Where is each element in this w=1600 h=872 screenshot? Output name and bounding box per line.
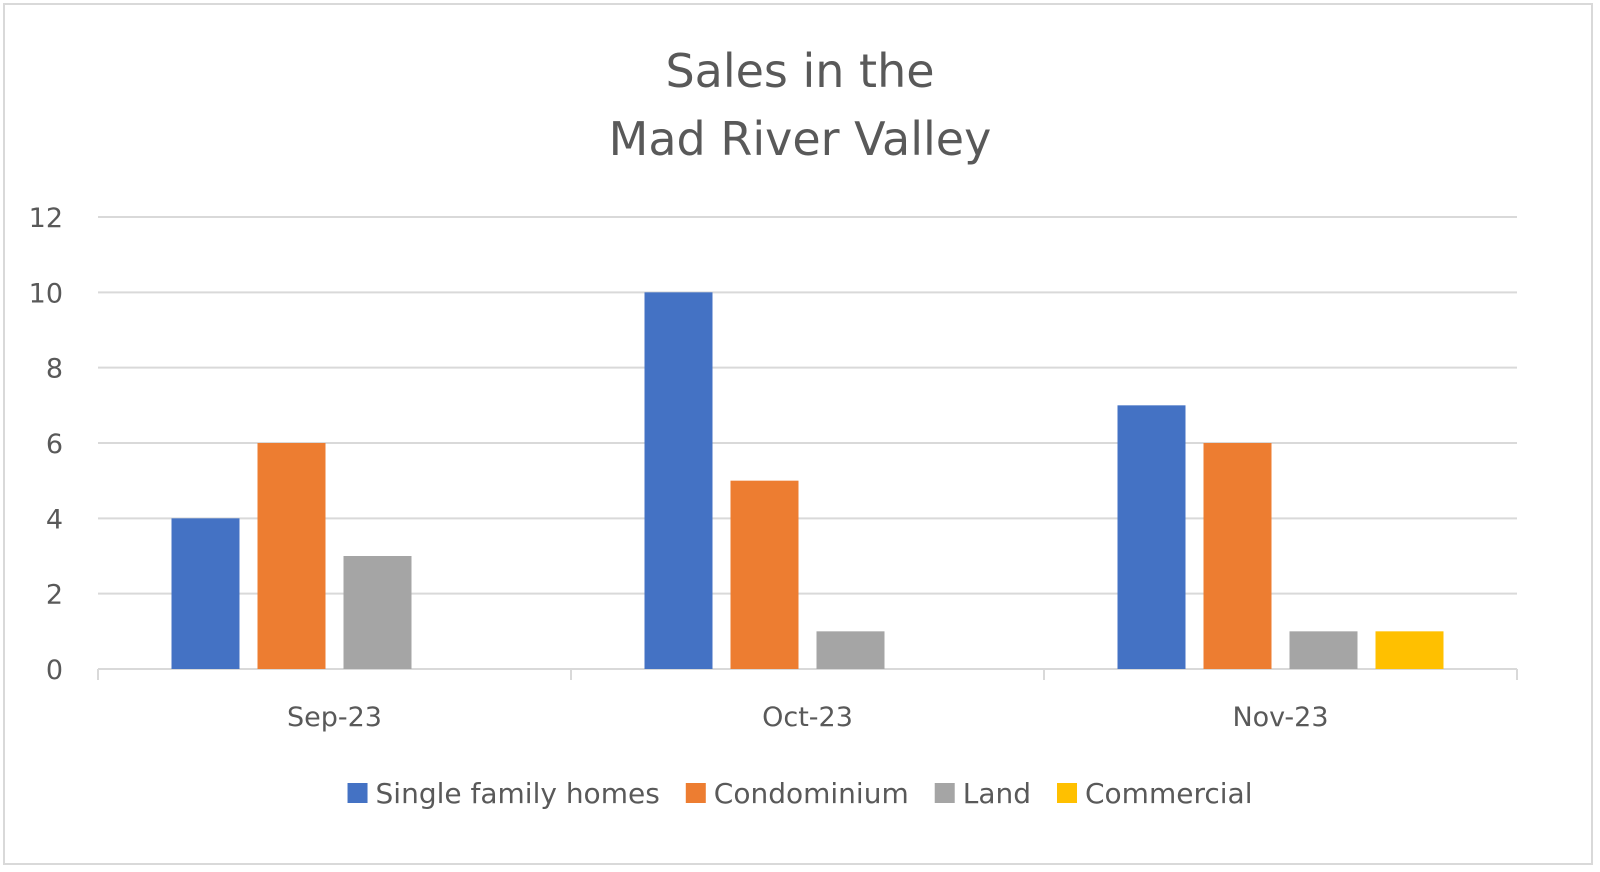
x-tick-label: Nov-23 bbox=[1232, 702, 1328, 733]
chart-title-line-1: Sales in the bbox=[665, 44, 934, 98]
bar-condominium bbox=[730, 480, 799, 669]
legend-label-condominium: Condominium bbox=[714, 777, 909, 810]
bar-single-family-homes bbox=[171, 518, 240, 669]
chart-frame bbox=[3, 3, 1593, 865]
bar-condominium bbox=[1203, 443, 1272, 669]
bar-single-family-homes bbox=[1117, 405, 1186, 669]
legend-swatch-condominium bbox=[685, 783, 706, 803]
x-axis: Sep-23 Oct-23 Nov-23 bbox=[97, 668, 1518, 733]
bars bbox=[171, 292, 1444, 669]
chart-title: Sales in the Mad River Valley bbox=[609, 44, 992, 166]
x-tick-label: Sep-23 bbox=[287, 702, 382, 733]
bar-land bbox=[343, 556, 412, 669]
legend-label-commercial: Commercial bbox=[1085, 777, 1252, 810]
chart-title-line-2: Mad River Valley bbox=[609, 112, 992, 166]
y-tick-label: 6 bbox=[46, 429, 63, 460]
bar-land bbox=[816, 631, 885, 669]
bar-condominium bbox=[257, 443, 326, 669]
bar-land bbox=[1289, 631, 1358, 669]
legend-label-land: Land bbox=[963, 777, 1031, 810]
y-axis-ticks: 0 2 4 6 8 10 12 bbox=[29, 203, 63, 686]
legend: Single family homes Condominium Land Commer… bbox=[347, 777, 1252, 810]
gridlines bbox=[98, 216, 1517, 595]
y-tick-label: 8 bbox=[46, 354, 63, 385]
x-tick-label: Oct-23 bbox=[762, 702, 853, 733]
legend-swatch-single-family-homes bbox=[347, 783, 368, 803]
y-tick-label: 10 bbox=[29, 278, 63, 309]
y-tick-label: 12 bbox=[29, 203, 63, 234]
y-tick-label: 0 bbox=[46, 655, 63, 686]
bar-single-family-homes bbox=[644, 292, 713, 669]
legend-label-single-family-homes: Single family homes bbox=[376, 777, 660, 810]
legend-swatch-land bbox=[934, 783, 955, 803]
legend-swatch-commercial bbox=[1057, 783, 1078, 803]
y-tick-label: 2 bbox=[46, 580, 63, 611]
y-tick-label: 4 bbox=[46, 504, 63, 535]
bar-commercial bbox=[1375, 631, 1444, 669]
